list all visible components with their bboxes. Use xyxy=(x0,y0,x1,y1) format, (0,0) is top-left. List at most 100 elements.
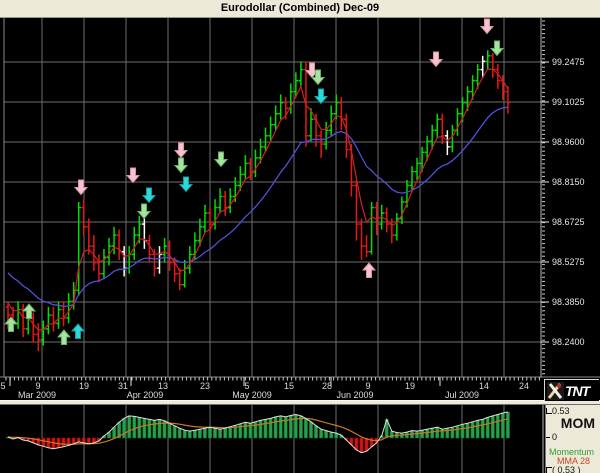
ma-slow-line xyxy=(7,106,508,308)
momentum-bar xyxy=(172,425,177,439)
signal-arrow-down-green xyxy=(310,69,326,86)
ohlc-bar xyxy=(46,306,51,335)
ohlc-bar xyxy=(81,199,87,236)
momentum-bar xyxy=(223,427,228,439)
momentum-bar xyxy=(86,437,91,445)
window-title: Eurodollar (Combined) Dec-09 xyxy=(0,0,600,18)
ohlc-bar xyxy=(61,301,66,327)
ohlc-bar xyxy=(217,188,223,214)
ohlc-bar xyxy=(273,105,278,131)
ohlc-bar xyxy=(182,259,188,288)
momentum-bar xyxy=(182,429,187,439)
momentum-bar xyxy=(243,421,248,439)
ohlc-bar xyxy=(227,188,233,214)
ohlc-bar xyxy=(253,149,258,178)
ohlc-bar xyxy=(328,105,334,136)
momentum-bar xyxy=(389,430,394,439)
ohlc-bar xyxy=(419,146,425,172)
momentum-bar xyxy=(208,426,212,439)
momentum-bar xyxy=(415,430,419,439)
momentum-zero-label: 0 xyxy=(552,432,558,442)
ohlc-bar xyxy=(424,135,430,161)
ohlc-bar xyxy=(76,201,81,296)
ohlc-bar xyxy=(354,179,359,241)
ohlc-bar xyxy=(56,301,61,329)
momentum-bar xyxy=(309,421,313,439)
momentum-bar xyxy=(450,426,455,439)
signal-arrow-up-green xyxy=(21,303,37,319)
tnt-logo: TNT xyxy=(544,379,599,401)
ohlc-bar xyxy=(394,213,400,241)
ohlc-bar xyxy=(212,199,218,230)
ohlc-bar xyxy=(263,127,268,153)
momentum-bar xyxy=(142,418,147,439)
ohlc-bar xyxy=(465,86,470,111)
legend-mma-28: MMA 28 xyxy=(557,456,591,466)
day-tick-label: 9 xyxy=(365,381,371,391)
ohlc-bar xyxy=(111,226,117,255)
momentum-bar xyxy=(455,425,460,439)
momentum-bar xyxy=(314,425,318,439)
ohlc-bar xyxy=(157,246,162,274)
momentum-bar xyxy=(505,411,510,439)
ohlc-bar xyxy=(323,121,329,150)
momentum-bar xyxy=(435,426,440,439)
price-label: 98.5275 xyxy=(552,257,585,267)
ohlc-bar xyxy=(258,138,263,164)
day-tick-label: 28 xyxy=(321,381,332,391)
ohlc-bar xyxy=(177,268,182,291)
ohlc-bar xyxy=(429,124,435,150)
ohlc-bar xyxy=(495,64,501,89)
day-tick-label: 14 xyxy=(478,381,489,391)
legend-momentum: Momentum xyxy=(549,447,595,457)
ohlc-bar xyxy=(470,75,475,100)
ohlc-bar xyxy=(409,166,415,191)
day-tick-label: 5 xyxy=(0,381,6,391)
ohlc-bar xyxy=(490,53,496,78)
ohlc-bar xyxy=(485,50,491,70)
momentum-bar xyxy=(298,415,303,439)
ohlc-bar xyxy=(298,61,304,87)
price-label: 99.1025 xyxy=(552,97,585,107)
momentum-bar xyxy=(293,414,298,439)
ohlc-bar xyxy=(222,190,228,216)
ohlc-bar xyxy=(116,229,122,260)
ohlc-bar xyxy=(238,166,243,191)
momentum-bar xyxy=(460,423,465,439)
ohlc-bar xyxy=(505,86,511,114)
momentum-bar xyxy=(329,431,334,439)
ohlc-bar xyxy=(364,235,369,258)
ohlc-bar xyxy=(308,108,314,142)
ohlc-bar xyxy=(36,323,41,351)
ohlc-bar xyxy=(162,237,167,263)
momentum-bar xyxy=(263,419,268,439)
ohlc-bar xyxy=(278,94,283,120)
momentum-bar xyxy=(238,423,243,439)
month-label: Jul 2009 xyxy=(444,390,480,400)
momentum-bar xyxy=(46,437,51,449)
tnt-logo-icon xyxy=(547,382,564,400)
momentum-side-panel: 0.53 MOM 0 Momentum MMA 28 ( 0.53 ) xyxy=(545,405,600,473)
momentum-bar xyxy=(319,428,324,439)
day-tick-label: 31 xyxy=(117,381,128,391)
ohlc-bar xyxy=(187,246,193,274)
signal-arrow-down-pink xyxy=(428,51,444,68)
ohlc-bar xyxy=(86,218,92,255)
day-tick-label: 23 xyxy=(199,381,210,391)
signal-arrow-up-pink xyxy=(361,262,377,278)
ohlc-bar xyxy=(20,304,26,338)
ohlc-bar xyxy=(126,246,132,274)
momentum-max-label: 0.53 xyxy=(552,406,570,416)
momentum-bar xyxy=(425,428,430,439)
momentum-bar xyxy=(475,420,480,439)
momentum-bar xyxy=(187,430,192,439)
momentum-bar xyxy=(76,437,81,443)
momentum-bar xyxy=(228,426,233,439)
momentum-bar xyxy=(198,428,202,439)
momentum-bar xyxy=(490,415,495,439)
ohlc-bar xyxy=(293,72,299,98)
month-label: Apr 2009 xyxy=(126,390,164,400)
signal-arrow-up-green xyxy=(3,316,19,332)
